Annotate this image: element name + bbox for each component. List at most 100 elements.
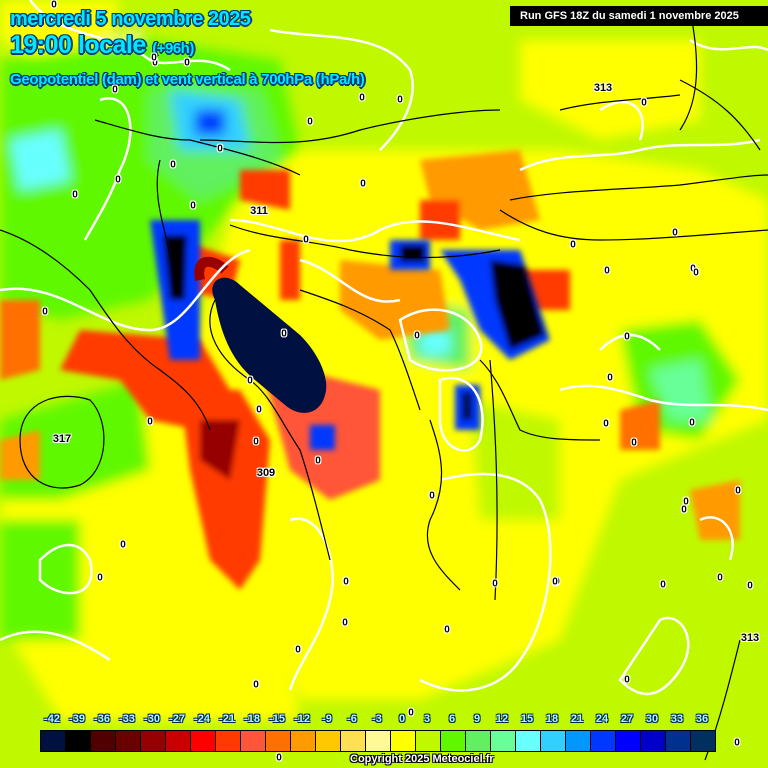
legend-tick-label: 24	[595, 713, 609, 725]
legend-tick-label: -39	[69, 713, 85, 725]
legend-swatch	[241, 731, 266, 751]
zero-isoline-label: 0	[51, 0, 57, 11]
legend-tick-label: 6	[448, 713, 456, 725]
legend-swatch	[591, 731, 616, 751]
geopotential-contour-label: 313	[740, 632, 760, 644]
zero-isoline-label: 0	[603, 418, 609, 430]
color-legend	[40, 730, 716, 752]
zero-isoline-label: 0	[552, 576, 558, 588]
legend-tick-labels: -42 -39 -36 -33 -30 -27 -24 -21 -18 -15 -12 -9 -6 -3 0…	[40, 713, 740, 727]
legend-swatch	[141, 731, 166, 751]
zero-isoline-label: 0	[342, 617, 348, 629]
geopotential-contour-label: 311	[250, 205, 268, 217]
zero-isoline-label: 0	[112, 84, 118, 96]
legend-swatch	[491, 731, 516, 751]
legend-tick-label: -24	[194, 713, 210, 725]
zero-isoline-label: 0	[689, 417, 695, 429]
legend-swatch	[316, 731, 341, 751]
zero-isoline-label: 0	[190, 200, 196, 212]
zero-isoline-label: 0	[97, 572, 103, 584]
zero-isoline-label: 0	[256, 404, 262, 416]
legend-swatch	[691, 731, 715, 751]
legend-tick-label: -18	[244, 713, 260, 725]
zero-isoline-label: 0	[604, 265, 610, 277]
zero-isoline-label: 0	[360, 178, 366, 190]
legend-tick-label: -15	[269, 713, 285, 725]
legend-swatch	[466, 731, 491, 751]
zero-isoline-label: 0	[303, 234, 309, 246]
zero-isoline-label: 0	[681, 504, 687, 516]
forecast-time: 19:00 locale (+96h)	[10, 31, 194, 60]
legend-swatch	[566, 731, 591, 751]
forecast-time-value: 19:00 locale	[10, 31, 146, 59]
zero-isoline-label: 0	[72, 189, 78, 201]
zero-isoline-label: 0	[152, 57, 158, 69]
legend-swatch	[341, 731, 366, 751]
zero-isoline-label: 0	[184, 57, 190, 69]
zero-isoline-label: 0	[359, 92, 365, 104]
geopotential-contour-label: 309	[256, 467, 276, 479]
zero-isoline-label: 0	[660, 579, 666, 591]
legend-tick-label: 30	[645, 713, 659, 725]
zero-isoline-label: 0	[624, 674, 630, 686]
legend-tick-label: -36	[94, 713, 110, 725]
legend-tick-label: 18	[545, 713, 559, 725]
legend-tick-label: 33	[670, 713, 684, 725]
zero-isoline-label: 0	[151, 52, 157, 64]
zero-isoline-label: 0	[690, 263, 696, 275]
legend-tick-label: -3	[372, 713, 382, 725]
zero-isoline-label: 0	[624, 331, 630, 343]
zero-isoline-label: 0	[295, 644, 301, 656]
zero-isoline-label: 0	[408, 707, 414, 719]
legend-tick-label: 15	[520, 713, 534, 725]
zero-isoline-label: 0	[607, 372, 613, 384]
legend-tick-label: -12	[294, 713, 310, 725]
geopotential-contour-label: 317	[52, 433, 72, 445]
legend-swatch	[391, 731, 416, 751]
zero-isoline-label: 0	[552, 577, 558, 589]
legend-tick-label: 36	[695, 713, 709, 725]
legend-swatch	[191, 731, 216, 751]
legend-swatch	[91, 731, 116, 751]
legend-tick-label: -30	[144, 713, 160, 725]
legend-swatch	[516, 731, 541, 751]
geopotential-contour-label: 313	[593, 82, 613, 94]
zero-isoline-label: 0	[115, 174, 121, 186]
legend-tick-label: -27	[169, 713, 185, 725]
legend-swatch	[641, 731, 666, 751]
legend-swatch	[66, 731, 91, 751]
forecast-lead-time: (+96h)	[152, 40, 194, 57]
legend-tick-label: -9	[322, 713, 332, 725]
zero-isoline-label: 0	[315, 455, 321, 467]
legend-tick-label: -21	[219, 713, 235, 725]
zero-isoline-label: 0	[444, 624, 450, 636]
legend-swatch	[216, 731, 241, 751]
zero-isoline-label: 0	[281, 328, 287, 340]
legend-swatch	[41, 731, 66, 751]
legend-swatch	[541, 731, 566, 751]
legend-tick-label: -6	[347, 713, 357, 725]
zero-isoline-label: 0	[147, 416, 153, 428]
zero-isoline-label: 0	[217, 143, 223, 155]
legend-swatch	[366, 731, 391, 751]
legend-tick-label: 21	[570, 713, 584, 725]
zero-isoline-label: 0	[429, 490, 435, 502]
legend-tick-label: -42	[44, 713, 60, 725]
legend-swatch	[666, 731, 691, 751]
zero-isoline-label: 0	[120, 539, 126, 551]
legend-swatch	[116, 731, 141, 751]
zero-isoline-label: 0	[414, 330, 420, 342]
legend-swatch	[441, 731, 466, 751]
legend-tick-label: 9	[473, 713, 481, 725]
zero-isoline-label: 0	[307, 116, 313, 128]
zero-isoline-label: 0	[247, 375, 253, 387]
zero-isoline-label: 0	[641, 97, 647, 109]
zero-isoline-label: 0	[170, 159, 176, 171]
legend-swatch	[166, 731, 191, 751]
legend-swatch	[266, 731, 291, 751]
zero-isoline-label: 0	[717, 572, 723, 584]
zero-isoline-label: 0	[253, 436, 259, 448]
zero-isoline-label: 0	[253, 679, 259, 691]
zero-isoline-label: 0	[570, 239, 576, 251]
